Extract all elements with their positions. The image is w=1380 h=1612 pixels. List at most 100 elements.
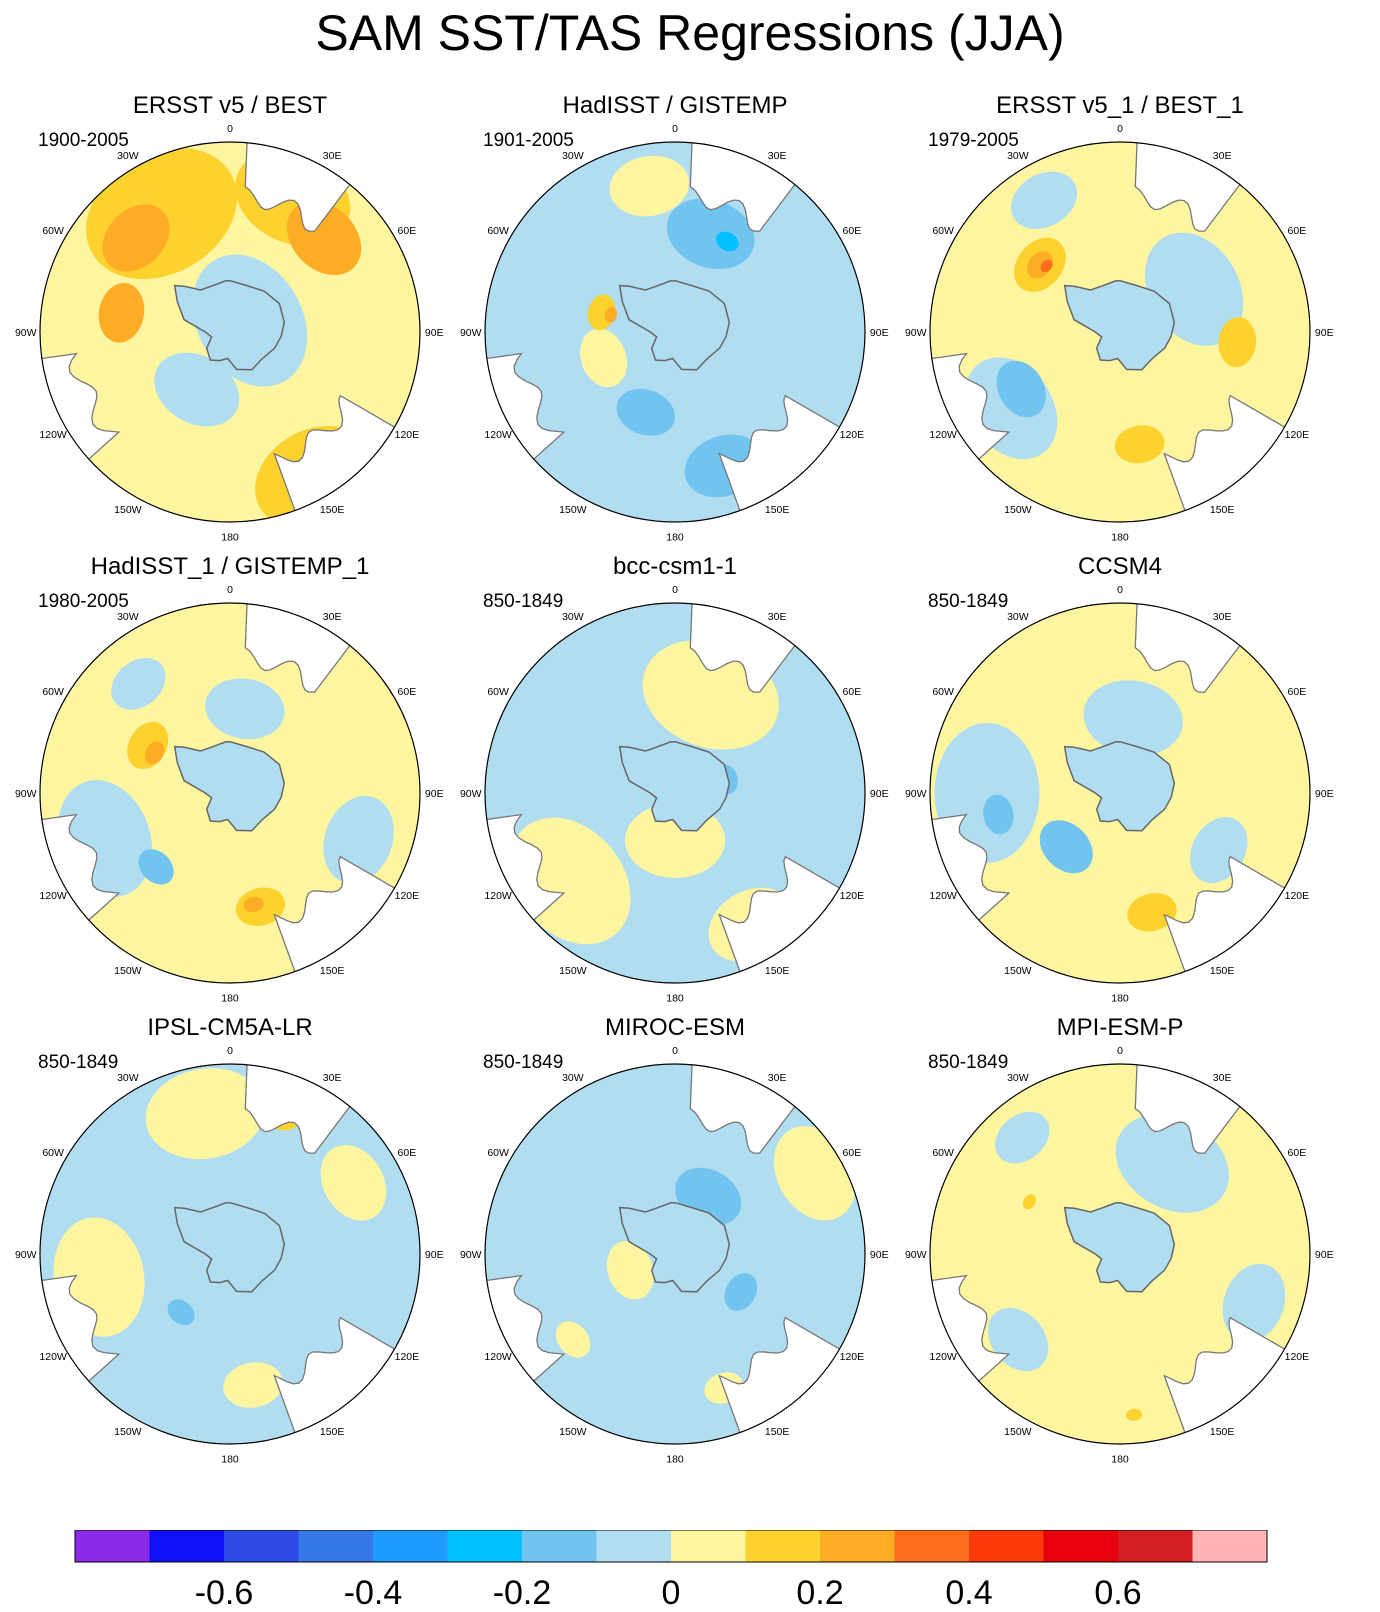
longitude-label: 0 <box>672 123 678 135</box>
longitude-label: 30E <box>768 150 787 162</box>
longitude-label: 150E <box>1210 1426 1235 1438</box>
longitude-label: 120E <box>840 890 865 902</box>
longitude-label: 60E <box>843 1147 862 1159</box>
map-panel: 0 30E 60E 90E 120E 150E 180 150W 120W 90W 60W 30W Ha… <box>0 553 460 1023</box>
longitude-label: 150E <box>320 1426 345 1438</box>
landmass <box>244 603 357 693</box>
antarctica-coastline <box>173 279 286 371</box>
map-border <box>484 1063 866 1445</box>
anomaly-region <box>205 678 285 740</box>
anomaly-region <box>724 1273 758 1311</box>
longitude-label: 150W <box>1004 965 1032 977</box>
longitude-label: 150W <box>1004 504 1032 516</box>
longitude-label: 90W <box>905 788 927 800</box>
anomaly-region <box>223 1362 283 1408</box>
antarctica-coastline <box>173 1201 286 1293</box>
map-field <box>40 142 420 522</box>
longitude-label: 90W <box>905 1249 927 1261</box>
landmass <box>244 1064 357 1154</box>
longitude-label: 180 <box>666 992 684 1004</box>
anomaly-region <box>1126 1408 1143 1421</box>
longitude-label: 90E <box>1315 788 1334 800</box>
colorbar-swatch <box>373 1530 448 1562</box>
longitude-label: 120E <box>395 1351 420 1363</box>
anomaly-region <box>243 896 264 913</box>
longitude-label: 90E <box>1315 1249 1334 1261</box>
longitude-label: 90W <box>15 788 37 800</box>
anomaly-region <box>98 283 145 343</box>
longitude-label: 60E <box>1288 686 1307 698</box>
panel-title: CCSM4 <box>1077 553 1162 580</box>
map-border <box>484 141 866 523</box>
longitude-label: 90E <box>870 327 889 339</box>
antarctica-coastline <box>1063 1201 1176 1293</box>
longitude-label: 150E <box>765 504 790 516</box>
longitude-label: 90W <box>905 327 927 339</box>
colorbar-swatch <box>224 1530 299 1562</box>
longitude-label: 150E <box>320 504 345 516</box>
longitude-label: 30E <box>1213 1072 1232 1084</box>
colorbar-swatch <box>671 1530 746 1562</box>
longitude-label: 30E <box>1213 611 1232 623</box>
colorbar-swatch <box>596 1530 672 1562</box>
longitude-label: 30W <box>1007 150 1029 162</box>
map-border <box>39 1063 421 1445</box>
map-panel: 0 30E 60E 90E 120E 150E 180 150W 120W 90W 60W 30W ER… <box>0 92 460 562</box>
colorbar-tick-label: -0.6 <box>195 1574 254 1612</box>
longitude-label: 150E <box>765 1426 790 1438</box>
anomaly-region <box>666 198 755 270</box>
anomaly-region <box>1022 1194 1037 1210</box>
anomaly-region <box>144 741 165 765</box>
longitude-label: 30W <box>562 1072 584 1084</box>
longitude-label: 120E <box>1285 1351 1310 1363</box>
longitude-label: 120W <box>484 890 512 902</box>
anomaly-region <box>934 723 1040 863</box>
map-panel: 0 30E 60E 90E 120E 150E 180 150W 120W 90W 60W 30W CC… <box>890 553 1350 1023</box>
anomaly-region <box>1039 820 1093 874</box>
anomaly-region <box>555 1321 591 1358</box>
longitude-label: 30W <box>562 611 584 623</box>
map-border <box>929 1063 1311 1445</box>
longitude-label: 90E <box>425 327 444 339</box>
anomaly-region <box>995 1111 1050 1164</box>
map-border <box>484 602 866 984</box>
anomaly-region <box>616 388 675 436</box>
panel-period: 850-1849 <box>483 591 564 612</box>
longitude-label: 60E <box>1288 225 1307 237</box>
map-field <box>485 1064 865 1444</box>
longitude-label: 90E <box>870 788 889 800</box>
map-panel: 0 30E 60E 90E 120E 150E 180 150W 120W 90W 60W 30W bc… <box>445 553 905 1023</box>
map-panel: 0 30E 60E 90E 120E 150E 180 150W 120W 90W 60W 30W IP… <box>0 1014 460 1484</box>
map-svg: 0 30E 60E 90E 120E 150E 180 150W 120W 90W 60W 30W <box>905 1045 1334 1466</box>
map-field <box>40 603 420 983</box>
antarctica-coastline <box>618 279 731 371</box>
longitude-label: 60W <box>487 1147 509 1159</box>
longitude-label: 150W <box>114 965 142 977</box>
longitude-label: 0 <box>1117 584 1123 596</box>
longitude-label: 120E <box>840 1351 865 1363</box>
map-panel: 0 30E 60E 90E 120E 150E 180 150W 120W 90W 60W 30W Ha… <box>445 92 905 562</box>
anomaly-region <box>154 352 240 427</box>
anomaly-region <box>1218 317 1257 368</box>
map-field <box>930 603 1310 983</box>
colorbar-tick-label: -0.4 <box>344 1574 403 1612</box>
longitude-label: 60E <box>843 686 862 698</box>
colorbar: -0.6 -0.4 -0.2 0 0.2 0.4 0.6 <box>74 1530 1268 1612</box>
map-border <box>39 602 421 984</box>
map-field <box>930 142 1310 522</box>
antarctica-coastline <box>618 740 731 832</box>
longitude-label: 0 <box>1117 1045 1123 1057</box>
longitude-label: 30E <box>323 150 342 162</box>
panel-title: bcc-csm1-1 <box>612 553 738 580</box>
longitude-label: 150W <box>559 965 587 977</box>
colorbar-swatch <box>149 1530 225 1562</box>
panel-title: MIROC-ESM <box>605 1014 745 1041</box>
colorbar-swatch <box>894 1530 970 1562</box>
longitude-label: 30W <box>562 150 584 162</box>
landmass <box>689 1064 802 1154</box>
anomaly-region <box>715 231 739 252</box>
longitude-label: 180 <box>1111 992 1129 1004</box>
panel-title: HadISST / GISTEMP <box>562 92 788 119</box>
longitude-label: 120E <box>1285 890 1310 902</box>
panel-period: 1900-2005 <box>38 130 129 151</box>
